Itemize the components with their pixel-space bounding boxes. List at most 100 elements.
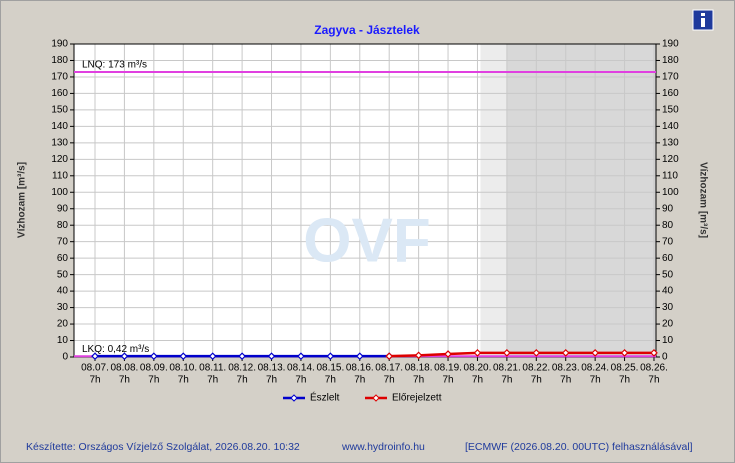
y-tick-label: 30	[57, 302, 69, 313]
x-tick-label: 7h	[325, 375, 336, 386]
y2-tick-label: 170	[662, 72, 679, 83]
y2-tick-label: 80	[662, 220, 674, 231]
x-tick-label: 08.22.	[522, 363, 550, 374]
series-marker	[149, 352, 158, 361]
series-marker	[473, 349, 482, 357]
series-line	[389, 351, 654, 358]
y2-tick-label: 20	[662, 319, 674, 330]
y-tick-label: 130	[51, 137, 68, 148]
x-tick-label: 7h	[619, 375, 630, 386]
x-tick-label: 08.12.	[228, 363, 256, 374]
x-tick-label: 08.13.	[258, 363, 286, 374]
x-tick-label: 7h	[354, 375, 365, 386]
legend-marker	[372, 394, 380, 402]
y2-tick-label: 0	[662, 352, 668, 363]
y2-tick-label: 70	[662, 236, 674, 247]
series-marker	[208, 352, 217, 361]
y-tick-label: 60	[57, 253, 69, 264]
x-tick-label: 7h	[207, 375, 218, 386]
series-marker	[591, 349, 599, 357]
series-marker	[532, 349, 541, 357]
y-tick-label: 10	[57, 335, 69, 346]
x-tick-label: 08.15.	[316, 363, 344, 374]
y2-tick-label: 120	[662, 154, 679, 165]
y2-tick-label: 110	[662, 170, 678, 181]
footer-credit: Készítette: Országos Vízjelző Szolgálat,…	[26, 441, 300, 453]
x-tick-label: 08.10.	[169, 363, 197, 374]
y-tick-label: 140	[51, 121, 68, 132]
x-tick-label: 08.25.	[611, 363, 639, 374]
x-tick-label: 08.20.	[464, 363, 492, 374]
y2-tick-label: 140	[662, 121, 679, 132]
y-tick-label: 20	[57, 319, 69, 330]
forecast-band-dark	[506, 44, 656, 357]
y-tick-label: 80	[57, 220, 69, 231]
x-tick-label: 7h	[237, 375, 248, 386]
x-tick-label: 7h	[148, 375, 159, 386]
x-tick-label: 7h	[472, 375, 483, 386]
info-icon[interactable]	[692, 9, 714, 31]
y2-tick-label: 130	[662, 137, 679, 148]
x-tick-label: 7h	[413, 375, 424, 386]
series-marker	[91, 352, 99, 361]
legend-marker	[290, 394, 298, 402]
x-tick-label: 08.14.	[287, 363, 315, 374]
series-marker	[238, 352, 246, 361]
y2-tick-label: 50	[662, 269, 674, 280]
info-bar	[701, 18, 705, 27]
x-tick-label: 08.19.	[434, 363, 462, 374]
x-tick-label: 08.09.	[140, 363, 168, 374]
x-tick-label: 7h	[384, 375, 395, 386]
x-tick-label: 08.26.	[640, 363, 668, 374]
x-tick-label: 08.18.	[405, 363, 433, 374]
x-tick-label: 08.21.	[493, 363, 521, 374]
series-marker	[120, 352, 129, 361]
y-tick-label: 40	[57, 286, 69, 297]
y2-tick-label: 150	[662, 105, 679, 116]
y2-tick-label: 190	[662, 39, 679, 50]
y2-tick-label: 40	[662, 286, 674, 297]
y2-tick-label: 90	[662, 203, 674, 214]
y-tick-label: 0	[62, 352, 68, 363]
footer-source: [ECMWF (2026.08.20. 00UTC) felhasználásá…	[465, 441, 693, 453]
y-tick-label: 150	[51, 105, 68, 116]
series-marker	[355, 352, 364, 361]
series-marker	[444, 350, 452, 358]
x-tick-label: 7h	[531, 375, 542, 386]
y-tick-label: 50	[57, 269, 69, 280]
x-tick-label: 7h	[501, 375, 512, 386]
y-tick-label: 160	[51, 88, 68, 99]
y-tick-label: 100	[51, 187, 68, 198]
y-tick-label: 170	[51, 72, 68, 83]
y2-tick-label: 10	[662, 335, 674, 346]
y-tick-label: 190	[51, 39, 68, 50]
series-marker	[326, 352, 335, 361]
x-tick-label: 7h	[442, 375, 453, 386]
y2-tick-label: 100	[662, 187, 679, 198]
y2-tick-label: 180	[662, 55, 679, 66]
x-tick-label: 7h	[590, 375, 601, 386]
series-marker	[385, 352, 394, 361]
watermark: OVF	[303, 206, 430, 275]
x-tick-label: 08.24.	[581, 363, 609, 374]
y2-axis-label: Vízhozam [m³/s]	[697, 162, 708, 238]
info-dot	[701, 13, 705, 16]
x-tick-label: 7h	[178, 375, 189, 386]
series-marker	[297, 352, 305, 361]
y-tick-label: 70	[57, 236, 69, 247]
y-tick-label: 90	[57, 203, 69, 214]
y2-tick-label: 30	[662, 302, 674, 313]
reference-label: LNQ: 173 m³/s	[82, 60, 147, 71]
forecast-band-light	[480, 44, 507, 357]
y2-tick-label: 160	[662, 88, 679, 99]
x-tick-label: 08.17.	[375, 363, 403, 374]
x-tick-label: 08.11.	[199, 363, 226, 374]
x-tick-label: 08.08.	[111, 363, 139, 374]
x-tick-label: 7h	[266, 375, 277, 386]
x-tick-label: 7h	[648, 375, 659, 386]
y-tick-label: 110	[52, 170, 68, 181]
legend-label: Előrejelzett	[392, 393, 442, 404]
y2-tick-label: 60	[662, 253, 674, 264]
x-tick-label: 7h	[119, 375, 130, 386]
